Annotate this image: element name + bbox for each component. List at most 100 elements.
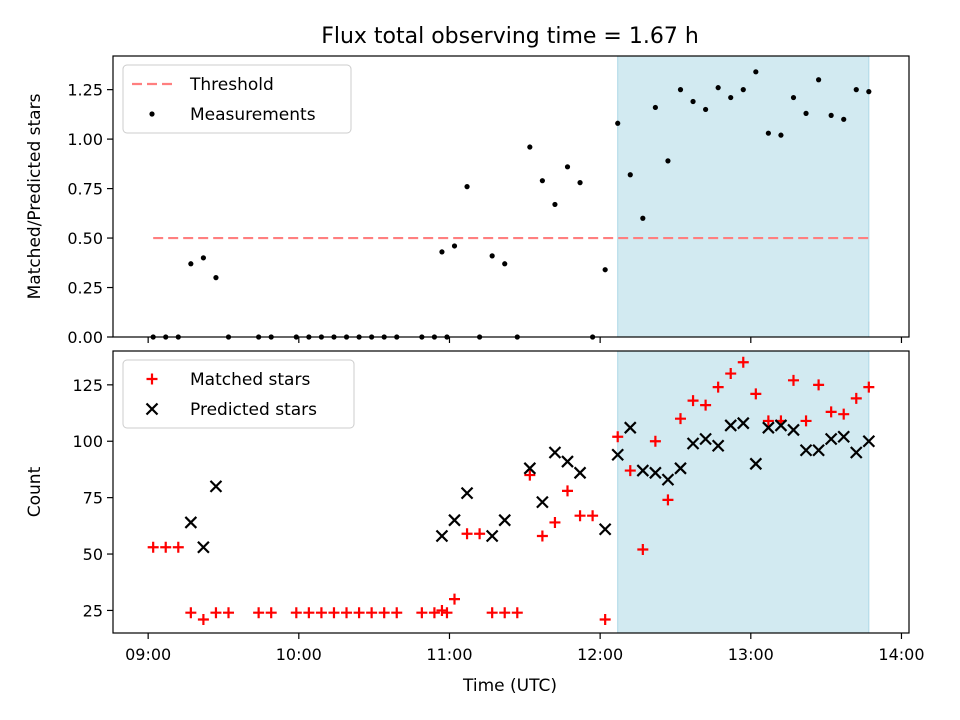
- matched-star-point: [624, 465, 636, 477]
- matched-star-point: [750, 388, 762, 400]
- matched-star-point: [378, 607, 390, 619]
- highlight-span: [617, 350, 870, 634]
- matched-star-point: [223, 607, 235, 619]
- predicted-star-point: [435, 529, 449, 543]
- matched-star-point: [210, 607, 222, 619]
- chart-title: Flux total observing time = 1.67 h: [321, 24, 699, 49]
- matched-star-point: [561, 485, 573, 497]
- predicted-star-point: [686, 437, 700, 450]
- legend-box: [122, 359, 355, 429]
- predicted-star-point: [184, 516, 198, 529]
- predicted-star-point: [661, 473, 675, 486]
- y-tick-label: 0.75: [67, 180, 103, 199]
- predicted-star-point: [573, 466, 587, 480]
- measurement-point: [489, 253, 495, 259]
- predicted-star-point: [762, 421, 775, 434]
- matched-star-point: [687, 395, 699, 407]
- matched-star-point: [328, 607, 340, 619]
- matched-star-point: [863, 381, 875, 393]
- x-tick-label: 11:00: [426, 645, 472, 664]
- predicted-star-point: [523, 462, 537, 475]
- measurement-point: [753, 69, 759, 75]
- legend-marker: [149, 111, 155, 117]
- matched-star-point: [549, 516, 561, 528]
- matched-star-point: [366, 607, 378, 619]
- matched-star-point: [499, 607, 511, 619]
- predicted-star-point: [485, 529, 499, 543]
- matched-star-point: [825, 406, 837, 418]
- measurement-point: [502, 261, 508, 267]
- matched-star-point: [341, 607, 353, 619]
- predicted-star-point: [837, 430, 850, 444]
- y-tick-label: 1.00: [67, 130, 103, 149]
- matched-star-point: [536, 530, 548, 542]
- y-tick-label: 25: [83, 601, 103, 620]
- predicted-star-point: [548, 446, 562, 459]
- predicted-star-point: [197, 540, 210, 554]
- x-tick-label: 13:00: [728, 645, 774, 664]
- plot-frame: [112, 350, 910, 634]
- predicted-star-point: [799, 443, 813, 457]
- top-panel: 0.00 0.25 0.50 0.75 1.00 1.25 Matched/Predicte…: [25, 55, 910, 347]
- predicted-star-point: [460, 486, 474, 500]
- plot-frame: [112, 55, 910, 338]
- matched-star-point: [574, 510, 586, 522]
- predicted-star-point: [209, 480, 223, 493]
- measurement-point: [200, 255, 206, 261]
- measurement-point: [464, 184, 470, 190]
- predicted-star-point: [561, 455, 574, 468]
- matched-star-point: [712, 381, 724, 393]
- measurement-point: [213, 275, 219, 281]
- matched-star-point: [461, 528, 473, 540]
- predicted-star-point: [724, 419, 737, 432]
- measurement-point: [652, 104, 658, 111]
- y-tick-label: 125: [72, 376, 103, 395]
- predicted-star-point: [611, 448, 624, 462]
- matched-star-point: [511, 607, 523, 619]
- measurement-point: [715, 85, 721, 91]
- measurement-point: [740, 87, 746, 93]
- legend-marker: [146, 373, 158, 385]
- y-axis-label: Matched/Predicted stars: [25, 93, 45, 299]
- measurement-point: [690, 98, 696, 105]
- measurement-point: [841, 116, 847, 122]
- bottom-panel: 25 50 75 100 125 09:00 10:00 11:00 12:00 13:00 14:…: [25, 350, 925, 664]
- x-tick-label: 14:00: [878, 645, 924, 664]
- matched-star-point: [737, 356, 749, 368]
- predicted-star-point: [849, 446, 863, 459]
- matched-star-point: [612, 431, 624, 443]
- measurement-point: [665, 158, 671, 164]
- matched-star-point: [599, 613, 611, 625]
- predicted-star-point: [498, 513, 511, 527]
- measurement-point: [828, 112, 834, 118]
- measurement-point: [790, 94, 797, 101]
- measurement-point: [816, 77, 822, 83]
- y-tick-label: 50: [83, 545, 103, 564]
- predicted-star-point: [674, 462, 687, 475]
- measurement-point: [640, 215, 646, 221]
- y-axis-label: Count: [25, 466, 45, 517]
- legend-label: Threshold: [189, 75, 274, 95]
- matched-star-point: [674, 413, 686, 425]
- measurement-point: [439, 249, 445, 255]
- measurement-point: [765, 130, 771, 136]
- measurement-point: [552, 201, 558, 208]
- measurement-point: [539, 178, 545, 184]
- legend-label: Matched stars: [190, 370, 310, 390]
- predicted-star-point: [812, 443, 825, 457]
- measurement-point: [703, 106, 709, 113]
- matched-star-point: [147, 541, 159, 553]
- matched-star-point: [838, 408, 850, 420]
- measurement-point: [677, 87, 684, 93]
- predicted-star-point: [862, 434, 876, 448]
- predicted-star-point: [736, 416, 750, 430]
- measurement-point: [853, 87, 859, 93]
- measurement-point: [564, 164, 571, 170]
- matched-star-point: [700, 399, 712, 411]
- y-tick-label: 0.00: [67, 328, 103, 347]
- matched-star-point: [486, 607, 498, 619]
- measurement-point: [577, 180, 583, 186]
- highlight-span: [617, 55, 870, 338]
- predicted-star-point: [448, 513, 461, 527]
- x-axis-label: Time (UTC): [462, 676, 557, 696]
